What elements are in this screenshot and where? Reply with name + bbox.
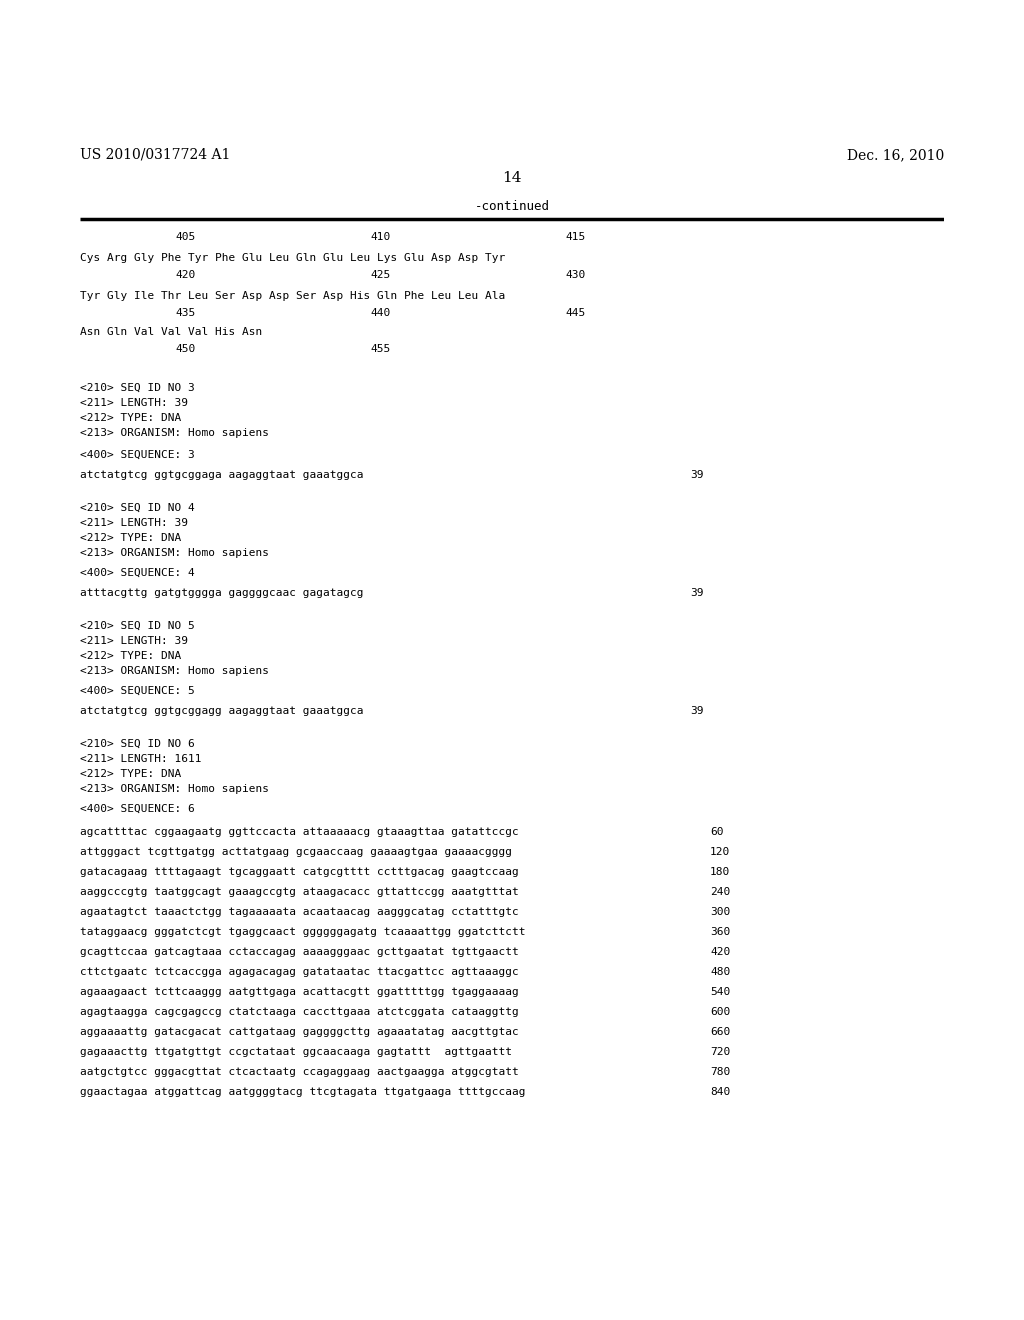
- Text: aggaaaattg gatacgacat cattgataag gaggggcttg agaaatatag aacgttgtac: aggaaaattg gatacgacat cattgataag gaggggc…: [80, 1027, 519, 1038]
- Text: 840: 840: [710, 1086, 730, 1097]
- Text: <212> TYPE: DNA: <212> TYPE: DNA: [80, 533, 181, 543]
- Text: 430: 430: [565, 271, 586, 280]
- Text: 39: 39: [690, 706, 703, 715]
- Text: <210> SEQ ID NO 4: <210> SEQ ID NO 4: [80, 503, 195, 513]
- Text: cttctgaatc tctcaccgga agagacagag gatataatac ttacgattcc agttaaaggc: cttctgaatc tctcaccgga agagacagag gatataa…: [80, 968, 519, 977]
- Text: agaaagaact tcttcaaggg aatgttgaga acattacgtt ggatttttgg tgaggaaaag: agaaagaact tcttcaaggg aatgttgaga acattac…: [80, 987, 519, 997]
- Text: <212> TYPE: DNA: <212> TYPE: DNA: [80, 770, 181, 779]
- Text: Dec. 16, 2010: Dec. 16, 2010: [847, 148, 944, 162]
- Text: 420: 420: [175, 271, 196, 280]
- Text: aaggcccgtg taatggcagt gaaagccgtg ataagacacc gttattccgg aaatgtttat: aaggcccgtg taatggcagt gaaagccgtg ataagac…: [80, 887, 519, 898]
- Text: 39: 39: [690, 470, 703, 480]
- Text: <210> SEQ ID NO 3: <210> SEQ ID NO 3: [80, 383, 195, 393]
- Text: US 2010/0317724 A1: US 2010/0317724 A1: [80, 148, 230, 162]
- Text: 120: 120: [710, 847, 730, 857]
- Text: agaatagtct taaactctgg tagaaaaata acaataacag aagggcatag cctatttgtc: agaatagtct taaactctgg tagaaaaata acaataa…: [80, 907, 519, 917]
- Text: 180: 180: [710, 867, 730, 876]
- Text: 780: 780: [710, 1067, 730, 1077]
- Text: ggaactagaa atggattcag aatggggtacg ttcgtagata ttgatgaaga ttttgccaag: ggaactagaa atggattcag aatggggtacg ttcgta…: [80, 1086, 525, 1097]
- Text: 240: 240: [710, 887, 730, 898]
- Text: atctatgtcg ggtgcggaga aagaggtaat gaaatggca: atctatgtcg ggtgcggaga aagaggtaat gaaatgg…: [80, 470, 364, 480]
- Text: 455: 455: [370, 345, 390, 354]
- Text: 445: 445: [565, 308, 586, 318]
- Text: agcattttac cggaagaatg ggttccacta attaaaaacg gtaaagttaa gatattccgc: agcattttac cggaagaatg ggttccacta attaaaa…: [80, 828, 519, 837]
- Text: Asn Gln Val Val Val His Asn: Asn Gln Val Val Val His Asn: [80, 327, 262, 337]
- Text: <211> LENGTH: 39: <211> LENGTH: 39: [80, 517, 188, 528]
- Text: <211> LENGTH: 39: <211> LENGTH: 39: [80, 399, 188, 408]
- Text: <210> SEQ ID NO 5: <210> SEQ ID NO 5: [80, 620, 195, 631]
- Text: aatgctgtcc gggacgttat ctcactaatg ccagaggaag aactgaagga atggcgtatt: aatgctgtcc gggacgttat ctcactaatg ccagagg…: [80, 1067, 519, 1077]
- Text: gcagttccaa gatcagtaaa cctaccagag aaaagggaac gcttgaatat tgttgaactt: gcagttccaa gatcagtaaa cctaccagag aaaaggg…: [80, 946, 519, 957]
- Text: <213> ORGANISM: Homo sapiens: <213> ORGANISM: Homo sapiens: [80, 667, 269, 676]
- Text: 435: 435: [175, 308, 196, 318]
- Text: 450: 450: [175, 345, 196, 354]
- Text: 600: 600: [710, 1007, 730, 1016]
- Text: tataggaacg gggatctcgt tgaggcaact ggggggagatg tcaaaattgg ggatcttctt: tataggaacg gggatctcgt tgaggcaact gggggga…: [80, 927, 525, 937]
- Text: 39: 39: [690, 587, 703, 598]
- Text: <400> SEQUENCE: 5: <400> SEQUENCE: 5: [80, 686, 195, 696]
- Text: 480: 480: [710, 968, 730, 977]
- Text: <211> LENGTH: 1611: <211> LENGTH: 1611: [80, 754, 202, 764]
- Text: <213> ORGANISM: Homo sapiens: <213> ORGANISM: Homo sapiens: [80, 548, 269, 558]
- Text: -continued: -continued: [474, 201, 550, 214]
- Text: <213> ORGANISM: Homo sapiens: <213> ORGANISM: Homo sapiens: [80, 428, 269, 438]
- Text: <212> TYPE: DNA: <212> TYPE: DNA: [80, 651, 181, 661]
- Text: 425: 425: [370, 271, 390, 280]
- Text: 14: 14: [502, 172, 522, 185]
- Text: Tyr Gly Ile Thr Leu Ser Asp Asp Ser Asp His Gln Phe Leu Leu Ala: Tyr Gly Ile Thr Leu Ser Asp Asp Ser Asp …: [80, 290, 505, 301]
- Text: 60: 60: [710, 828, 724, 837]
- Text: 420: 420: [710, 946, 730, 957]
- Text: 720: 720: [710, 1047, 730, 1057]
- Text: 360: 360: [710, 927, 730, 937]
- Text: <400> SEQUENCE: 6: <400> SEQUENCE: 6: [80, 804, 195, 814]
- Text: atttacgttg gatgtgggga gaggggcaac gagatagcg: atttacgttg gatgtgggga gaggggcaac gagatag…: [80, 587, 364, 598]
- Text: <400> SEQUENCE: 4: <400> SEQUENCE: 4: [80, 568, 195, 578]
- Text: 300: 300: [710, 907, 730, 917]
- Text: 540: 540: [710, 987, 730, 997]
- Text: agagtaagga cagcgagccg ctatctaaga caccttgaaa atctcggata cataaggttg: agagtaagga cagcgagccg ctatctaaga caccttg…: [80, 1007, 519, 1016]
- Text: 660: 660: [710, 1027, 730, 1038]
- Text: <210> SEQ ID NO 6: <210> SEQ ID NO 6: [80, 739, 195, 748]
- Text: atctatgtcg ggtgcggagg aagaggtaat gaaatggca: atctatgtcg ggtgcggagg aagaggtaat gaaatgg…: [80, 706, 364, 715]
- Text: 410: 410: [370, 232, 390, 242]
- Text: gagaaacttg ttgatgttgt ccgctataat ggcaacaaga gagtattt  agttgaattt: gagaaacttg ttgatgttgt ccgctataat ggcaaca…: [80, 1047, 512, 1057]
- Text: <211> LENGTH: 39: <211> LENGTH: 39: [80, 636, 188, 645]
- Text: attgggact tcgttgatgg acttatgaag gcgaaccaag gaaaagtgaa gaaaacgggg: attgggact tcgttgatgg acttatgaag gcgaacca…: [80, 847, 512, 857]
- Text: gatacagaag ttttagaagt tgcaggaatt catgcgtttt cctttgacag gaagtccaag: gatacagaag ttttagaagt tgcaggaatt catgcgt…: [80, 867, 519, 876]
- Text: 440: 440: [370, 308, 390, 318]
- Text: 405: 405: [175, 232, 196, 242]
- Text: 415: 415: [565, 232, 586, 242]
- Text: <400> SEQUENCE: 3: <400> SEQUENCE: 3: [80, 450, 195, 459]
- Text: Cys Arg Gly Phe Tyr Phe Glu Leu Gln Glu Leu Lys Glu Asp Asp Tyr: Cys Arg Gly Phe Tyr Phe Glu Leu Gln Glu …: [80, 253, 505, 263]
- Text: <212> TYPE: DNA: <212> TYPE: DNA: [80, 413, 181, 422]
- Text: <213> ORGANISM: Homo sapiens: <213> ORGANISM: Homo sapiens: [80, 784, 269, 795]
